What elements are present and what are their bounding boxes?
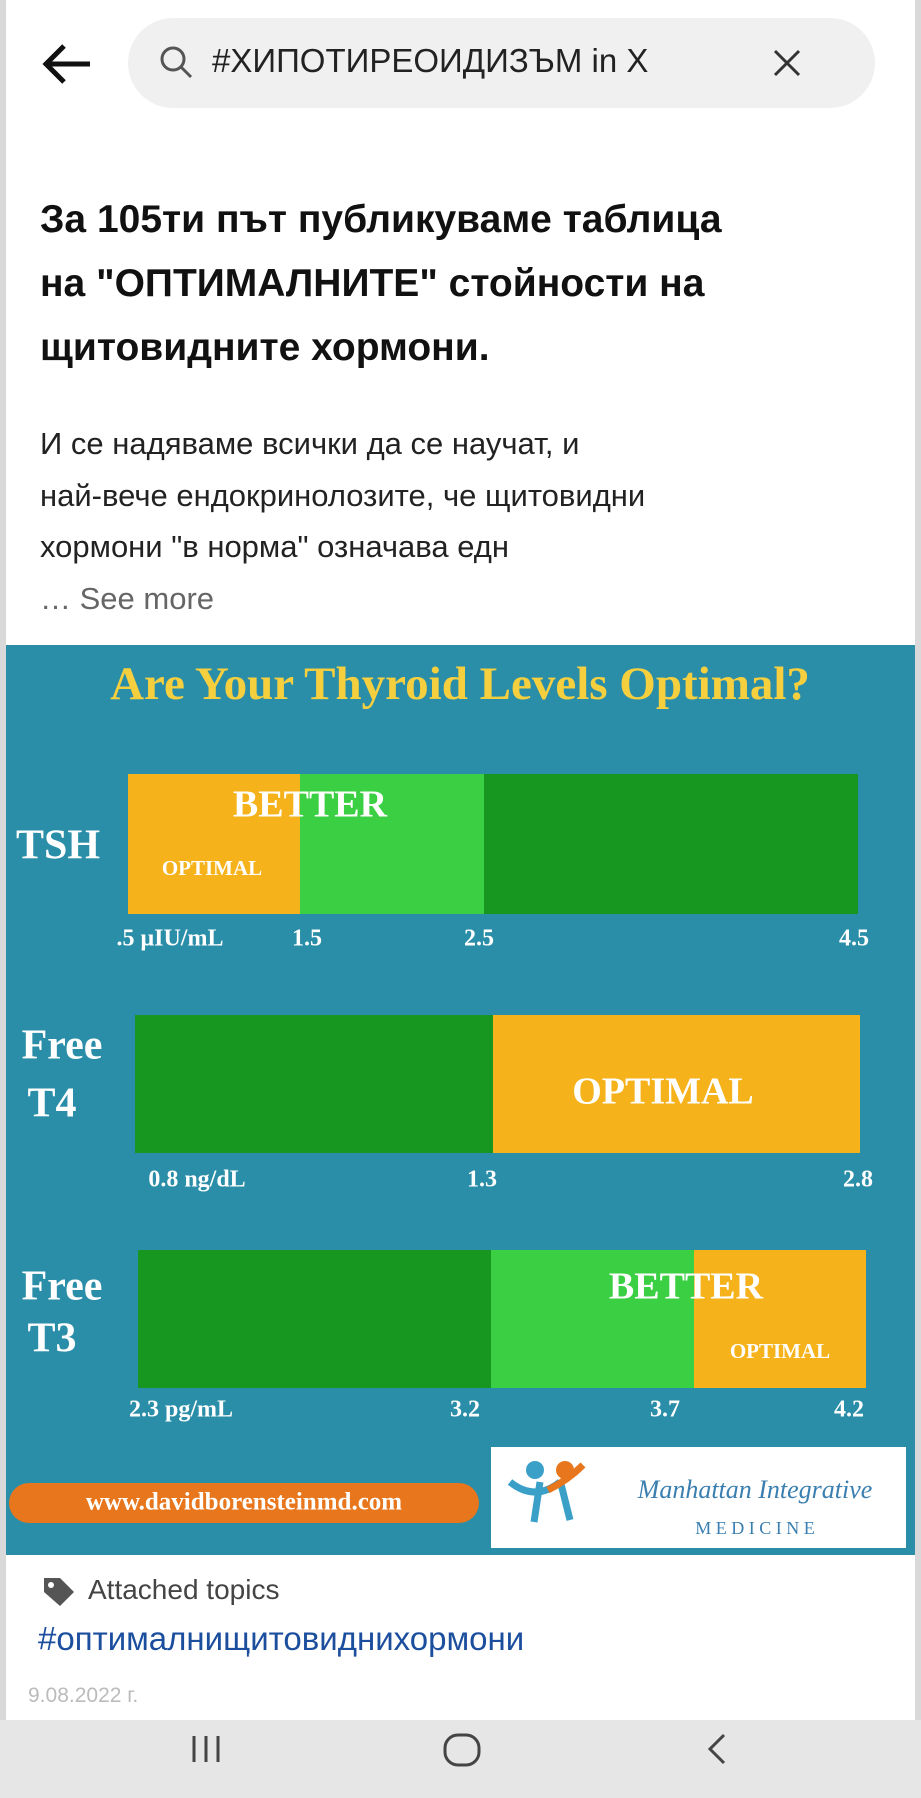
see-more[interactable]: … See more xyxy=(40,580,215,616)
website: www.davidborensteinmd.com xyxy=(86,1489,402,1516)
home-button[interactable] xyxy=(443,1733,481,1767)
title-line: на "ОПТИМАЛНИТЕ" стойности на xyxy=(40,262,705,305)
body-line: най-вече ендокринолозите, че щитовидни xyxy=(40,477,646,513)
scale-label: .5 μIU/mL xyxy=(117,926,224,952)
row-label: TSH xyxy=(16,823,100,869)
better-label: BETTER xyxy=(233,784,388,826)
search-query: #ХИПОТИРЕОИДИЗЪМ in Х xyxy=(212,42,649,79)
tag-icon xyxy=(44,1578,74,1606)
back-button[interactable] xyxy=(40,42,94,86)
search-icon xyxy=(160,46,193,79)
nav-icons xyxy=(192,1733,726,1767)
scale-label: 2.3 pg/mL xyxy=(129,1397,233,1423)
row-label: Free xyxy=(22,1264,103,1310)
post-title: За 105ти път публикуваме таблица на "ОПТ… xyxy=(40,188,722,380)
scale-label: 2.8 xyxy=(843,1167,873,1193)
search-bar[interactable] xyxy=(128,18,875,108)
logo-sub: M E D I C I N E xyxy=(695,1518,815,1538)
title-line: щитовидните хормони. xyxy=(40,326,490,369)
back-arrow xyxy=(42,44,90,84)
title-line: За 105ти път публикуваме таблица xyxy=(40,198,722,241)
scale-label: 3.2 xyxy=(450,1397,480,1423)
recent-apps[interactable] xyxy=(192,1736,220,1762)
body-line: И се надяваме всички да се научат, и xyxy=(40,426,580,461)
optimal-label: OPTIMAL xyxy=(730,1339,830,1363)
row-label: T3 xyxy=(27,1316,76,1362)
row-label: T4 xyxy=(27,1081,76,1127)
back-nav[interactable] xyxy=(707,1733,726,1765)
post-body: И се надяваме всички да се научат, и най… xyxy=(40,418,645,624)
watermark-date: 9.08.2022 г. xyxy=(28,1684,139,1707)
scale-label: 1.5 xyxy=(292,926,322,952)
row-label: Free xyxy=(22,1023,103,1069)
nav-bar xyxy=(0,1720,921,1798)
better-label: BETTER xyxy=(609,1266,764,1308)
optimal-label: OPTIMAL xyxy=(162,856,262,880)
scale-label: 2.5 xyxy=(464,926,494,952)
infographic-title: Are Your Thyroid Levels Optimal? xyxy=(110,658,810,710)
hashtag[interactable]: #оптималнищитовиднихормони xyxy=(38,1620,525,1657)
body-line: хормони "в норма" означава едн xyxy=(40,529,510,564)
infographic: Are Your Thyroid Levels Optimal? TSH BET… xyxy=(6,645,915,1555)
optimal-label: OPTIMAL xyxy=(572,1071,754,1113)
scale-label: 1.3 xyxy=(467,1167,497,1193)
logo-name: Manhattan Integrative xyxy=(637,1475,873,1504)
scale-label: 3.7 xyxy=(650,1397,680,1423)
clear-button[interactable] xyxy=(772,48,802,78)
topics-heading: Attached topics xyxy=(88,1574,280,1605)
watermark-name: Камелия Марникова xyxy=(28,1643,311,1674)
scale-label: 0.8 ng/dL xyxy=(148,1167,245,1193)
scale-label: 4.2 xyxy=(834,1397,864,1423)
scale-label: 4.5 xyxy=(839,926,869,952)
